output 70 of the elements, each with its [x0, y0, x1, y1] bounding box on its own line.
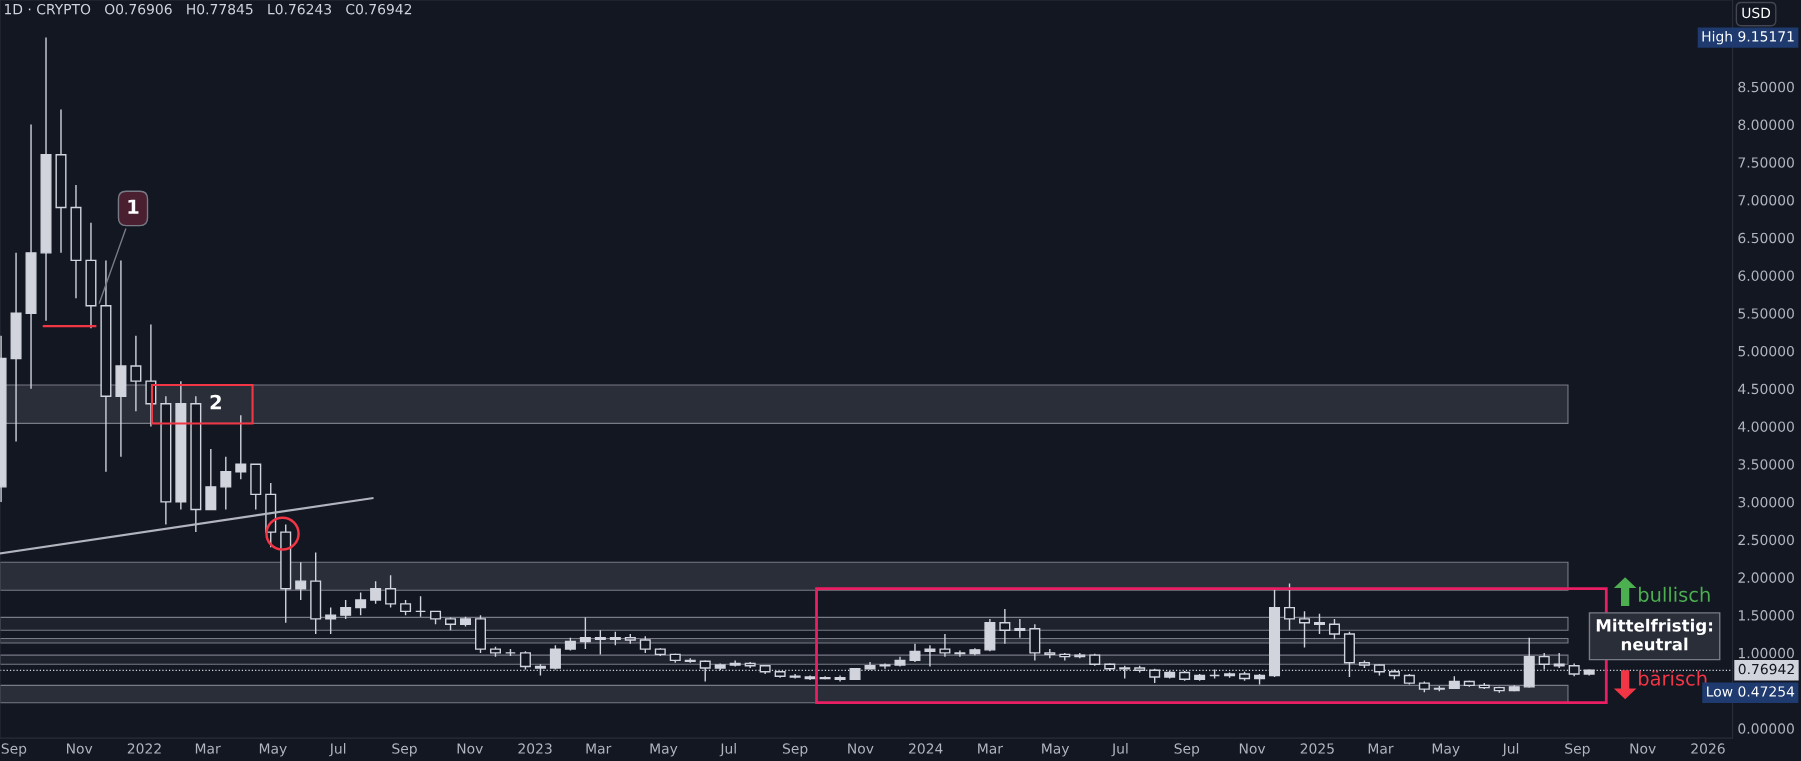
y-tick-label: 4.50000	[1738, 383, 1794, 395]
candlestick	[370, 580, 382, 605]
x-tick-label: 2024	[909, 743, 943, 754]
x-tick-label: May	[650, 743, 678, 757]
candlestick	[235, 414, 247, 480]
x-tick-label: Jul	[1501, 743, 1519, 757]
x-tick-label: Sep	[782, 743, 808, 757]
y-tick-label: 2.00000	[1738, 572, 1794, 583]
x-tick-label: May	[259, 743, 287, 757]
chart-title: 1D · CRYPTO O0.76906 H0.77845 L0.76243 C0.76942	[4, 3, 412, 15]
candlestick	[789, 673, 801, 680]
candlestick	[385, 574, 397, 609]
annotation: 1	[128, 199, 139, 214]
x-tick-label: Sep	[392, 743, 417, 757]
ref-line-label: 0.76942	[1738, 663, 1794, 675]
y-tick-label: 1.00000	[1738, 647, 1794, 659]
y-tick-label: 5.50000	[1738, 308, 1794, 319]
x-tick-label: 2026	[1691, 743, 1725, 754]
y-tick-label: 1.50000	[1738, 610, 1794, 621]
annotation: Mittelfristig: neutral	[1596, 618, 1713, 651]
x-tick-label: Mar	[978, 743, 1003, 754]
x-tick-label: Mar	[586, 743, 612, 754]
candlestick	[579, 616, 591, 650]
x-tick-label: Nov	[1630, 743, 1656, 754]
y-tick-label: 4.00000	[1738, 421, 1794, 432]
y-tick-label: 5.00000	[1738, 345, 1794, 357]
candlestick	[355, 591, 367, 616]
y-tick-label: 8.00000	[1738, 119, 1794, 131]
annotation: High 9.15171	[1702, 30, 1794, 45]
x-tick-label: Nov	[457, 743, 483, 754]
y-tick-label: 3.50000	[1738, 459, 1794, 470]
y-tick-label: 3.00000	[1738, 496, 1794, 508]
candlestick	[295, 561, 307, 601]
candlestick	[130, 335, 142, 413]
x-tick-label: Mar	[195, 743, 221, 754]
annotation: 2	[210, 394, 221, 410]
x-tick-label: May	[1432, 743, 1460, 757]
x-tick-label: Sep	[1, 743, 27, 757]
x-tick-label: Nov	[848, 743, 874, 754]
x-tick-label: Nov	[67, 743, 93, 754]
x-tick-label: Jul	[1111, 743, 1128, 757]
candlestick	[325, 606, 337, 635]
y-tick-label: 6.00000	[1738, 270, 1794, 281]
x-tick-label: Mar	[1368, 743, 1394, 754]
x-tick-label: Jul	[329, 743, 346, 757]
x-tick-label: Sep	[1174, 743, 1200, 757]
candlestick	[340, 599, 352, 620]
candlestick	[415, 595, 427, 618]
annotation: bullisch	[1639, 586, 1710, 602]
x-tick-label: Jul	[719, 743, 736, 757]
y-tick-label: 7.50000	[1738, 157, 1794, 168]
candlestick	[220, 455, 232, 511]
candlestick	[1014, 618, 1026, 639]
candlestick	[924, 644, 936, 668]
annotation: bärisch	[1639, 670, 1707, 686]
x-tick-label: 2022	[127, 743, 161, 754]
y-tick-label: 7.00000	[1738, 194, 1794, 206]
x-tick-label: Nov	[1239, 743, 1266, 754]
y-tick-label: 8.50000	[1738, 81, 1794, 93]
annotation: Low 0.47254	[1707, 686, 1795, 697]
x-tick-label: Sep	[1565, 743, 1590, 757]
y-tick-label: 2.50000	[1738, 534, 1794, 546]
x-tick-label: May	[1042, 743, 1070, 757]
x-tick-label: 2025	[1300, 743, 1334, 754]
y-tick-label: 0.00000	[1738, 723, 1794, 734]
candlestick	[909, 643, 921, 663]
y-axis-title: USD	[1742, 7, 1771, 19]
candlestick	[205, 448, 217, 511]
x-tick-label: 2023	[518, 743, 552, 754]
y-tick-label: 6.50000	[1738, 232, 1794, 244]
